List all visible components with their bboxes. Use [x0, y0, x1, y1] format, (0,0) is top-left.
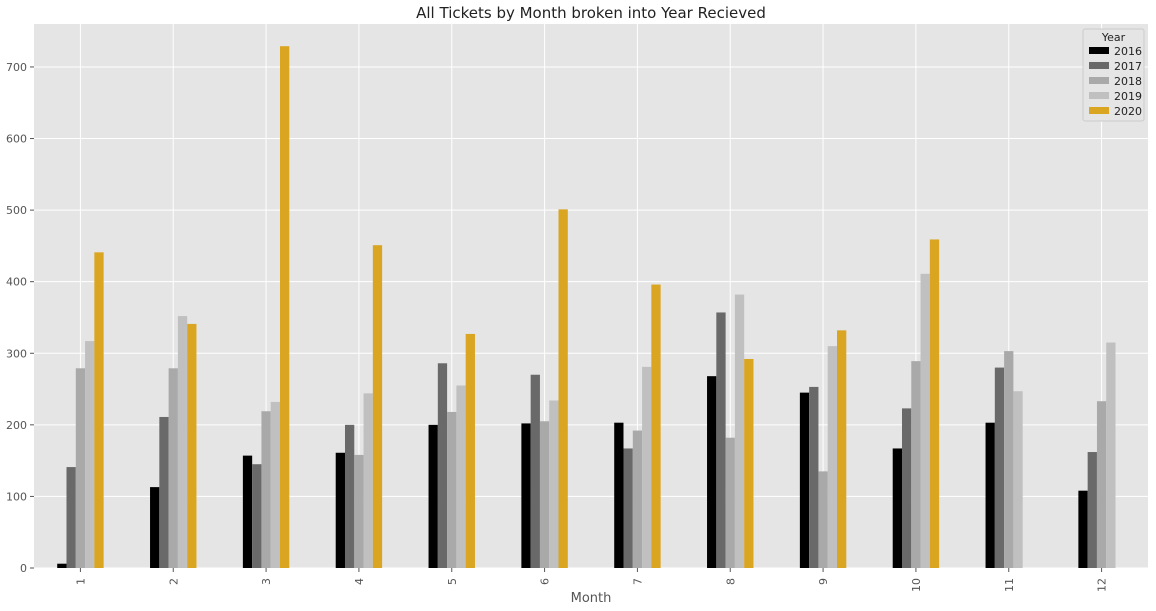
- bar-2017-month-3: [252, 464, 262, 568]
- x-tick-label: 2: [167, 578, 180, 585]
- x-tick-label: 9: [817, 578, 830, 585]
- bar-2017-month-11: [994, 367, 1005, 568]
- bar-2018-month-10: [911, 361, 921, 568]
- x-tick-label: 4: [353, 578, 366, 585]
- y-tick-label: 600: [6, 133, 27, 146]
- bar-2016-month-10: [892, 448, 902, 568]
- legend-swatch-2018: [1089, 77, 1109, 84]
- bar-2018-month-12: [1096, 401, 1107, 568]
- x-tick-label: 8: [724, 578, 737, 585]
- bar-2020-month-5: [465, 333, 475, 568]
- bar-2016-month-2: [150, 487, 160, 568]
- bar-2017-month-6: [530, 374, 540, 568]
- bar-2020-month-9: [837, 330, 847, 568]
- bars: [57, 46, 1116, 569]
- y-tick-label: 0: [20, 562, 27, 575]
- bar-2017-month-5: [437, 363, 448, 568]
- bar-2016-month-8: [707, 376, 717, 568]
- bar-2018-month-8: [725, 437, 735, 568]
- bar-2017-month-2: [159, 416, 169, 568]
- bar-2020-month-2: [187, 323, 197, 568]
- legend-label-2018: 2018: [1114, 75, 1142, 88]
- bar-2018-month-3: [261, 411, 271, 568]
- bar-2020-month-8: [744, 358, 754, 568]
- x-tick-label: 7: [631, 578, 644, 585]
- legend-label-2019: 2019: [1114, 90, 1142, 103]
- bar-2019-month-11: [1013, 391, 1023, 568]
- bar-2018-month-9: [818, 471, 828, 568]
- x-tick-label: 5: [446, 578, 459, 585]
- bar-2018-month-11: [1004, 351, 1014, 568]
- y-tick-label: 100: [6, 490, 27, 503]
- legend-label-2017: 2017: [1114, 60, 1142, 73]
- bar-2019-month-4: [363, 393, 373, 568]
- y-tick-label: 400: [6, 276, 27, 289]
- y-tick-label: 500: [6, 204, 27, 217]
- bar-2019-month-9: [827, 346, 838, 568]
- bar-2016-month-9: [799, 392, 810, 568]
- bar-2018-month-2: [168, 368, 178, 568]
- bar-2016-month-4: [335, 452, 345, 568]
- bar-2016-month-11: [985, 422, 995, 568]
- bar-2018-month-7: [632, 430, 643, 568]
- bar-2017-month-8: [716, 312, 726, 568]
- bar-2017-month-7: [623, 448, 633, 568]
- plot-area: [34, 24, 1148, 568]
- bar-2016-month-6: [521, 423, 531, 568]
- bar-2018-month-6: [539, 421, 550, 568]
- bar-2019-month-3: [270, 401, 281, 568]
- bar-2016-month-3: [242, 455, 253, 568]
- y-tick-label: 200: [6, 419, 27, 432]
- y-tick-label: 300: [6, 347, 27, 360]
- bar-2020-month-10: [929, 239, 940, 568]
- legend: Year 2016 2017 2018 2019 2020: [1082, 28, 1145, 122]
- x-tick-label: 6: [539, 578, 552, 585]
- bar-2019-month-6: [549, 400, 559, 568]
- x-tick-label: 3: [260, 578, 273, 585]
- x-axis-label: Month: [571, 591, 612, 606]
- bar-2017-month-10: [901, 408, 912, 568]
- legend-label-2016: 2016: [1114, 45, 1142, 58]
- bar-2017-month-4: [344, 424, 355, 568]
- bar-2020-month-6: [558, 209, 568, 569]
- legend-label-2020: 2020: [1114, 105, 1142, 118]
- bar-2017-month-9: [809, 386, 819, 568]
- y-tick-label: 700: [6, 61, 27, 74]
- bar-2020-month-3: [280, 46, 290, 569]
- x-tick-label: 1: [74, 578, 87, 585]
- bar-2019-month-7: [642, 366, 652, 568]
- bar-2019-month-10: [920, 273, 930, 568]
- bar-2020-month-1: [94, 252, 104, 568]
- legend-swatch-2020: [1089, 107, 1109, 114]
- chart-title: All Tickets by Month broken into Year Re…: [416, 4, 766, 22]
- bar-2020-month-7: [651, 284, 661, 568]
- bar-2019-month-5: [456, 385, 466, 568]
- bar-2016-month-12: [1078, 490, 1088, 568]
- bar-2016-month-7: [614, 422, 624, 568]
- bar-2019-month-8: [734, 294, 745, 568]
- x-tick-label: 12: [1096, 578, 1109, 592]
- legend-title: Year: [1101, 31, 1126, 44]
- bar-2016-month-1: [57, 563, 67, 568]
- bar-2019-month-2: [177, 316, 188, 568]
- legend-swatch-2016: [1089, 47, 1109, 54]
- bar-2017-month-12: [1087, 452, 1097, 568]
- bar-2018-month-5: [447, 411, 457, 568]
- bar-2020-month-4: [372, 245, 383, 568]
- x-tick-label: 10: [910, 578, 923, 592]
- bar-2016-month-5: [428, 424, 438, 568]
- legend-swatch-2017: [1089, 62, 1109, 69]
- bar-2018-month-1: [75, 368, 86, 568]
- legend-swatch-2019: [1089, 92, 1109, 99]
- bar-2019-month-12: [1106, 342, 1116, 568]
- bar-2017-month-1: [66, 467, 76, 568]
- x-tick-label: 11: [1003, 578, 1016, 592]
- bar-2019-month-1: [85, 341, 95, 568]
- bar-2018-month-4: [354, 454, 364, 568]
